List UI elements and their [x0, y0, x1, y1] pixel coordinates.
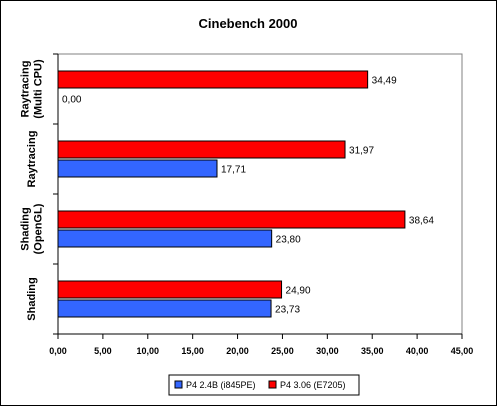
category-label-line: Raytracing: [26, 131, 38, 188]
x-tick-label: 20,00: [226, 346, 249, 356]
data-label: 23,73: [275, 305, 300, 316]
category-label: Shading(OpenGL): [20, 203, 45, 254]
bar: [57, 140, 346, 159]
chart-title: Cinebench 2000: [199, 16, 298, 31]
category-label: Raytracing: [26, 131, 38, 188]
x-tick-label: 40,00: [406, 346, 429, 356]
data-label: 24,90: [286, 286, 311, 297]
x-tick-label: 25,00: [271, 346, 294, 356]
data-label: 31,97: [349, 146, 374, 157]
category-label-line: (OpenGL): [33, 203, 45, 254]
category-label: Shading: [26, 277, 38, 320]
legend-label: P4 3.06 (E7205): [280, 380, 346, 390]
category-label-line: (Multi CPU): [33, 59, 45, 119]
category-label: Raytracing(Multi CPU): [20, 59, 45, 119]
legend-swatch: [268, 380, 277, 389]
legend-label: P4 2.4B (i845PE): [186, 380, 256, 390]
data-label: 23,80: [276, 235, 301, 246]
bar: [57, 159, 218, 178]
data-label: 38,64: [409, 216, 434, 227]
category-label-line: Shading: [20, 207, 32, 250]
x-tick-label: 5,00: [94, 346, 112, 356]
x-tick-label: 10,00: [137, 346, 160, 356]
bar: [57, 299, 272, 318]
bar: [57, 70, 369, 89]
x-tick-label: 0,00: [49, 346, 67, 356]
bar: [57, 280, 283, 299]
data-label: 0,00: [62, 95, 82, 106]
data-label: 17,71: [221, 165, 246, 176]
category-label-line: Raytracing: [20, 61, 32, 118]
legend-box: [168, 374, 360, 396]
x-tick-label: 45,00: [451, 346, 474, 356]
x-tick-label: 30,00: [316, 346, 339, 356]
bar: [57, 229, 273, 248]
x-tick-label: 35,00: [361, 346, 384, 356]
bar: [57, 210, 406, 229]
data-label: 34,49: [372, 76, 397, 87]
legend-swatch: [174, 380, 183, 389]
x-tick-label: 15,00: [181, 346, 204, 356]
category-label-line: Shading: [26, 277, 38, 320]
